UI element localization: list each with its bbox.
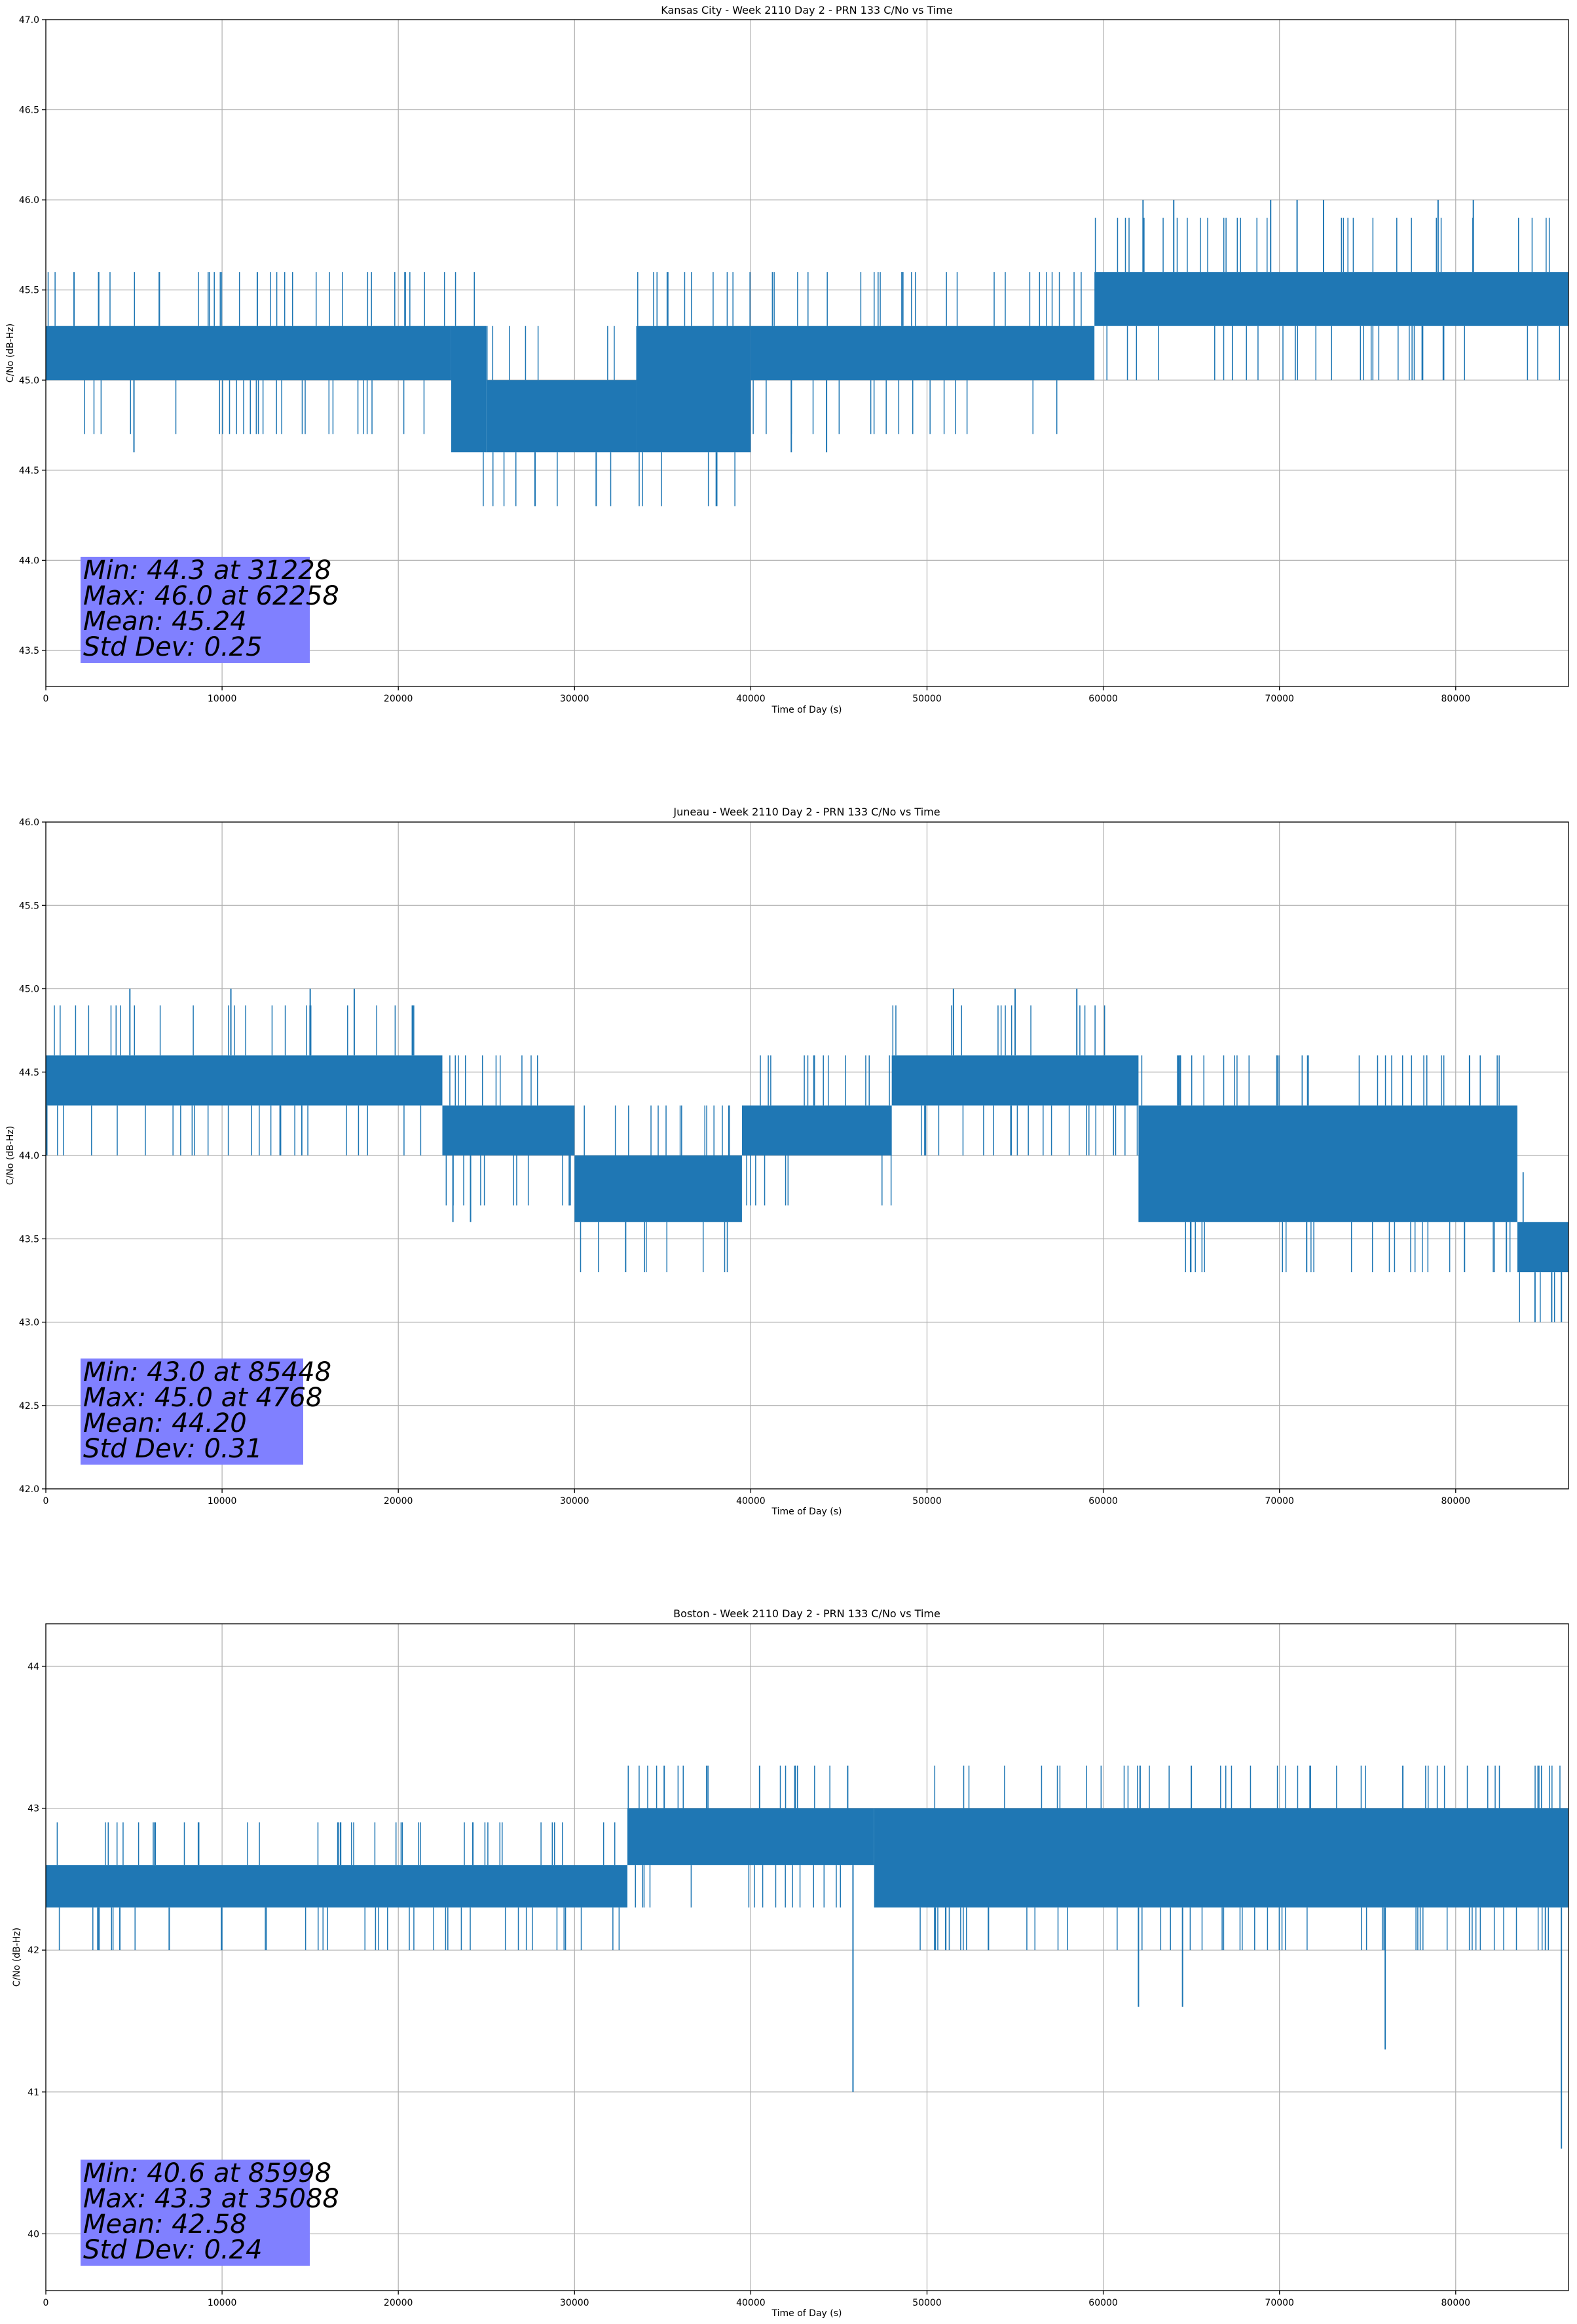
chart-title: Boston - Week 2110 Day 2 - PRN 133 C/No …: [673, 1607, 940, 1620]
x-tick-label: 40000: [736, 2298, 766, 2308]
stats-box-background: [81, 557, 310, 663]
y-tick-label: 42: [28, 1945, 39, 1956]
x-tick-label: 50000: [912, 2298, 942, 2308]
plot-frame: [45, 19, 1569, 687]
y-tick-label: 44.0: [19, 1151, 39, 1161]
signal-band: [874, 1808, 1568, 1908]
signal-band: [46, 1055, 443, 1106]
y-tick-label: 45.5: [19, 901, 39, 911]
stats-box: Min: 40.6 at 85998 Max: 43.3 at 35088 Me…: [81, 2158, 339, 2266]
x-tick-label: 60000: [1088, 694, 1118, 704]
y-axis-label: C/No (dB-Hz): [12, 1928, 22, 1987]
plot-frame: [45, 1623, 1569, 2291]
stats-box: Min: 44.3 at 31228 Max: 46.0 at 62258 Me…: [81, 555, 339, 663]
stat-min: Min: 40.6 at 85998: [83, 2158, 331, 2188]
stat-min: Min: 44.3 at 31228: [83, 555, 331, 586]
stats-box-background: [81, 2160, 310, 2266]
x-tick-label: 80000: [1441, 2298, 1471, 2308]
x-tick-label: 40000: [736, 1496, 766, 1507]
x-tick-label: 0: [43, 694, 49, 704]
stat-std-dev: Std Dev: 0.24: [83, 2235, 263, 2265]
stat-mean: Mean: 45.24: [83, 607, 247, 637]
y-tick-label: 42.5: [19, 1401, 39, 1412]
x-tick-label: 70000: [1265, 694, 1294, 704]
y-axis-label: C/No (dB-Hz): [5, 1126, 16, 1185]
y-axis-label: C/No (dB-Hz): [5, 324, 16, 383]
y-tick-label: 43: [28, 1804, 39, 1814]
signal-band: [46, 326, 451, 381]
x-tick-label: 10000: [208, 694, 237, 704]
y-tick-label: 43.0: [19, 1318, 39, 1328]
stat-mean: Mean: 44.20: [83, 1408, 247, 1438]
x-tick-label: 30000: [560, 694, 589, 704]
y-tick-label: 42.0: [19, 1484, 39, 1495]
y-tick-label: 40: [28, 2229, 39, 2240]
y-tick-label: 44: [28, 1662, 39, 1672]
signal-band: [751, 326, 1095, 381]
x-axis-label: Time of Day (s): [771, 1507, 842, 1517]
y-tick-label: 43.5: [19, 1234, 39, 1245]
y-tick-label: 44.5: [19, 466, 39, 476]
signal-band: [486, 380, 637, 453]
y-tick-label: 45.0: [19, 984, 39, 995]
stat-max: Max: 45.0 at 4768: [83, 1383, 322, 1413]
x-tick-label: 20000: [384, 694, 413, 704]
signal-band: [46, 1865, 628, 1908]
y-tick-label: 47.0: [19, 15, 39, 26]
x-tick-label: 30000: [560, 2298, 589, 2308]
chart-panel-juneau: Juneau - Week 2110 Day 2 - PRN 133 C/No …: [5, 806, 1569, 1517]
signal-band: [574, 1155, 742, 1222]
signal-band: [1094, 272, 1568, 326]
chart-panel-kansas-city: Kansas City - Week 2110 Day 2 - PRN 133 …: [5, 4, 1569, 715]
y-tick-label: 41: [28, 2088, 39, 2098]
signal-band: [1138, 1105, 1517, 1222]
x-tick-label: 20000: [384, 1496, 413, 1507]
signal-band: [1517, 1222, 1568, 1273]
y-tick-label: 46.0: [19, 195, 39, 206]
x-tick-label: 60000: [1088, 1496, 1118, 1507]
chart-panel-boston: Boston - Week 2110 Day 2 - PRN 133 C/No …: [12, 1607, 1569, 2319]
y-tick-label: 44.5: [19, 1068, 39, 1078]
chart-title: Juneau - Week 2110 Day 2 - PRN 133 C/No …: [673, 806, 940, 818]
signal-band: [741, 1105, 892, 1155]
stats-box: Min: 43.0 at 85448 Max: 45.0 at 4768 Mea…: [81, 1357, 331, 1465]
y-tick-label: 45.0: [19, 375, 39, 386]
y-tick-label: 46.0: [19, 817, 39, 828]
signal-band: [451, 326, 487, 453]
stat-max: Max: 43.3 at 35088: [83, 2184, 339, 2214]
stat-mean: Mean: 42.58: [83, 2209, 247, 2240]
stat-min: Min: 43.0 at 85448: [83, 1357, 331, 1387]
x-axis-label: Time of Day (s): [771, 2308, 842, 2319]
x-tick-label: 0: [43, 1496, 49, 1507]
x-tick-label: 40000: [736, 694, 766, 704]
stat-max: Max: 46.0 at 62258: [83, 581, 339, 611]
x-tick-label: 80000: [1441, 1496, 1471, 1507]
x-axis-label: Time of Day (s): [771, 705, 842, 715]
stat-std-dev: Std Dev: 0.31: [83, 1434, 263, 1464]
y-tick-label: 43.5: [19, 646, 39, 656]
x-tick-label: 70000: [1265, 2298, 1294, 2308]
x-tick-label: 50000: [912, 694, 942, 704]
stat-std-dev: Std Dev: 0.25: [83, 632, 263, 662]
signal-band: [627, 1808, 874, 1865]
signal-band: [636, 326, 751, 453]
x-tick-label: 80000: [1441, 694, 1471, 704]
x-tick-label: 70000: [1265, 1496, 1294, 1507]
x-tick-label: 60000: [1088, 2298, 1118, 2308]
x-tick-label: 50000: [912, 1496, 942, 1507]
y-tick-label: 46.5: [19, 105, 39, 116]
x-tick-label: 30000: [560, 1496, 589, 1507]
x-tick-label: 10000: [208, 2298, 237, 2308]
x-tick-label: 10000: [208, 1496, 237, 1507]
y-tick-label: 44.0: [19, 555, 39, 566]
stats-box-background: [81, 1359, 303, 1465]
x-tick-label: 20000: [384, 2298, 413, 2308]
chart-title: Kansas City - Week 2110 Day 2 - PRN 133 …: [661, 4, 952, 16]
x-tick-label: 0: [43, 2298, 49, 2308]
y-tick-label: 45.5: [19, 286, 39, 296]
signal-band: [442, 1105, 575, 1155]
signal-band: [891, 1055, 1139, 1106]
